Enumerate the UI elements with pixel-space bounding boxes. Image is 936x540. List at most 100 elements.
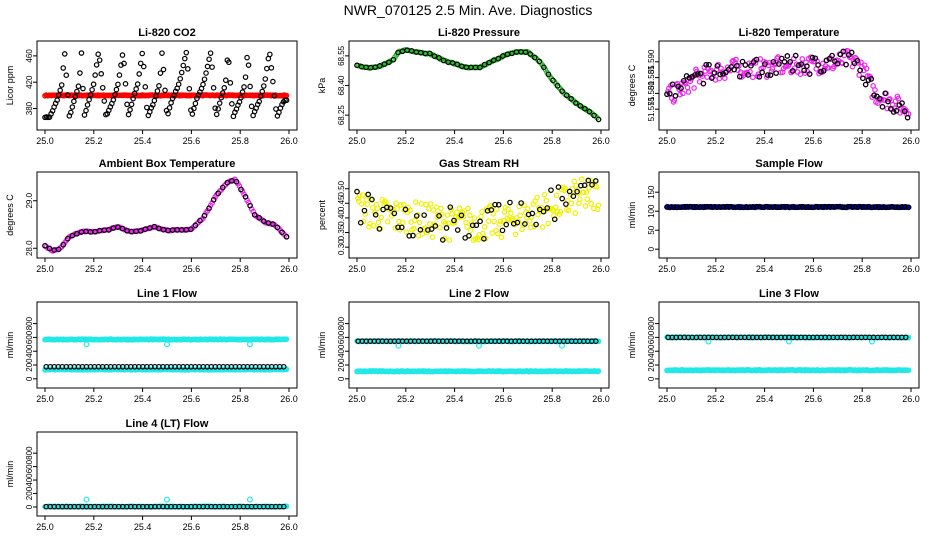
sample-point: [693, 203, 700, 210]
y-tick-label: 0.35: [337, 224, 346, 240]
data-point: [206, 56, 212, 63]
sample-point: [578, 182, 584, 189]
y-axis-label: Licor ppm: [5, 66, 15, 106]
sample-point: [664, 91, 670, 98]
data-point: [463, 219, 469, 226]
data-point: [573, 182, 579, 189]
data-point: [178, 69, 185, 76]
y-tick-label: 150: [647, 185, 656, 199]
x-tick-label: 25.0: [36, 522, 54, 532]
data-point: [204, 63, 211, 70]
sample-point: [902, 204, 909, 210]
sample-point: [778, 55, 785, 62]
data-point: [584, 196, 591, 203]
data-point: [847, 54, 853, 61]
sample-point: [710, 204, 717, 210]
data-point: [577, 196, 583, 203]
sample-point: [879, 204, 885, 211]
chart-panel-5: Gas Stream RH 25.0 25.2 25.4 25.6 25.8 26.0 0.3…: [317, 158, 610, 274]
y-tick-label: 0.50: [337, 180, 346, 196]
data-point: [60, 65, 67, 71]
data-point: [553, 192, 560, 199]
sample-point: [783, 204, 789, 210]
x-tick-label: 25.0: [348, 136, 366, 146]
x-tick-label: 25.8: [853, 394, 871, 404]
chart-title: Line 1 Flow: [137, 288, 197, 300]
data-point: [429, 234, 436, 241]
sample-point: [892, 204, 899, 210]
x-tick-label: 25.0: [348, 264, 366, 274]
data-point: [137, 60, 144, 67]
outlier-point: [83, 496, 90, 503]
x-tick-label: 26.0: [280, 522, 298, 532]
data-point: [84, 102, 91, 108]
page-title: NWR_070125 2.5 Min. Ave. Diagnostics: [343, 2, 593, 18]
data-point: [209, 64, 215, 70]
data-point: [69, 104, 76, 110]
y-axis-label: kPa: [317, 78, 327, 94]
sample-point: [799, 203, 806, 210]
y-tick-label: 600: [25, 330, 34, 344]
sample-point: [882, 90, 889, 97]
sample-point: [809, 204, 816, 211]
sample-point: [670, 204, 677, 211]
plot-frame: [658, 171, 920, 259]
y-tick-label: 51.590: [647, 49, 656, 74]
data-point: [524, 206, 531, 212]
y-axis-label: ml/min: [5, 461, 15, 488]
sample-point: [762, 61, 768, 67]
data-point: [379, 196, 385, 203]
data-point: [491, 218, 497, 225]
sample-point: [406, 233, 413, 239]
data-point: [475, 236, 482, 243]
sample-point: [678, 85, 684, 91]
outlier-point: [164, 341, 171, 348]
data-point: [195, 91, 202, 98]
y-tick-label: 0: [25, 504, 34, 509]
data-point: [398, 202, 404, 208]
sample-point: [664, 204, 670, 210]
data-point: [57, 87, 63, 94]
x-tick-label: 25.0: [36, 394, 54, 404]
y-tick-label: 600: [25, 459, 34, 473]
chart-panel-9: Line 3 Flow 25.0 25.2 25.4 25.6 25.8 26.0 0 2004…: [627, 288, 920, 404]
data-point: [782, 64, 789, 70]
data-point: [568, 200, 575, 207]
plot-frame: [348, 40, 610, 131]
y-tick-label: 68.55: [337, 45, 346, 66]
data-point: [582, 203, 589, 209]
sample-point: [354, 188, 360, 195]
sample-point: [667, 204, 674, 211]
y-tick-label: 400: [337, 344, 346, 358]
data-point: [80, 85, 86, 92]
sample-point: [836, 203, 842, 210]
data-point: [359, 192, 366, 198]
sample-point: [820, 68, 827, 74]
data-point: [414, 211, 421, 218]
data-point: [256, 98, 263, 105]
data-point: [71, 98, 77, 105]
data-point: [99, 84, 106, 91]
data-point: [900, 108, 906, 115]
sample-point: [852, 203, 859, 210]
y-tick-label: 51.580: [647, 81, 656, 106]
sample-point: [215, 190, 221, 197]
x-tick-label: 25.6: [183, 394, 201, 404]
sample-point: [137, 228, 144, 234]
data-point: [201, 76, 208, 83]
data-point: [464, 224, 470, 230]
data-point: [241, 84, 247, 90]
sample-point: [684, 203, 690, 210]
chart-title: Line 3 Flow: [759, 288, 819, 300]
sample-point: [256, 214, 263, 221]
sample-point: [242, 194, 249, 200]
sample-point: [862, 204, 869, 210]
chart-title: Sample Flow: [755, 158, 823, 170]
sample-point: [784, 53, 791, 59]
y-tick-label: 800: [337, 316, 346, 330]
data-point: [93, 62, 100, 68]
sample-point: [466, 232, 472, 239]
data-point: [244, 54, 250, 61]
data-point: [449, 211, 455, 217]
sample-point: [582, 105, 588, 112]
